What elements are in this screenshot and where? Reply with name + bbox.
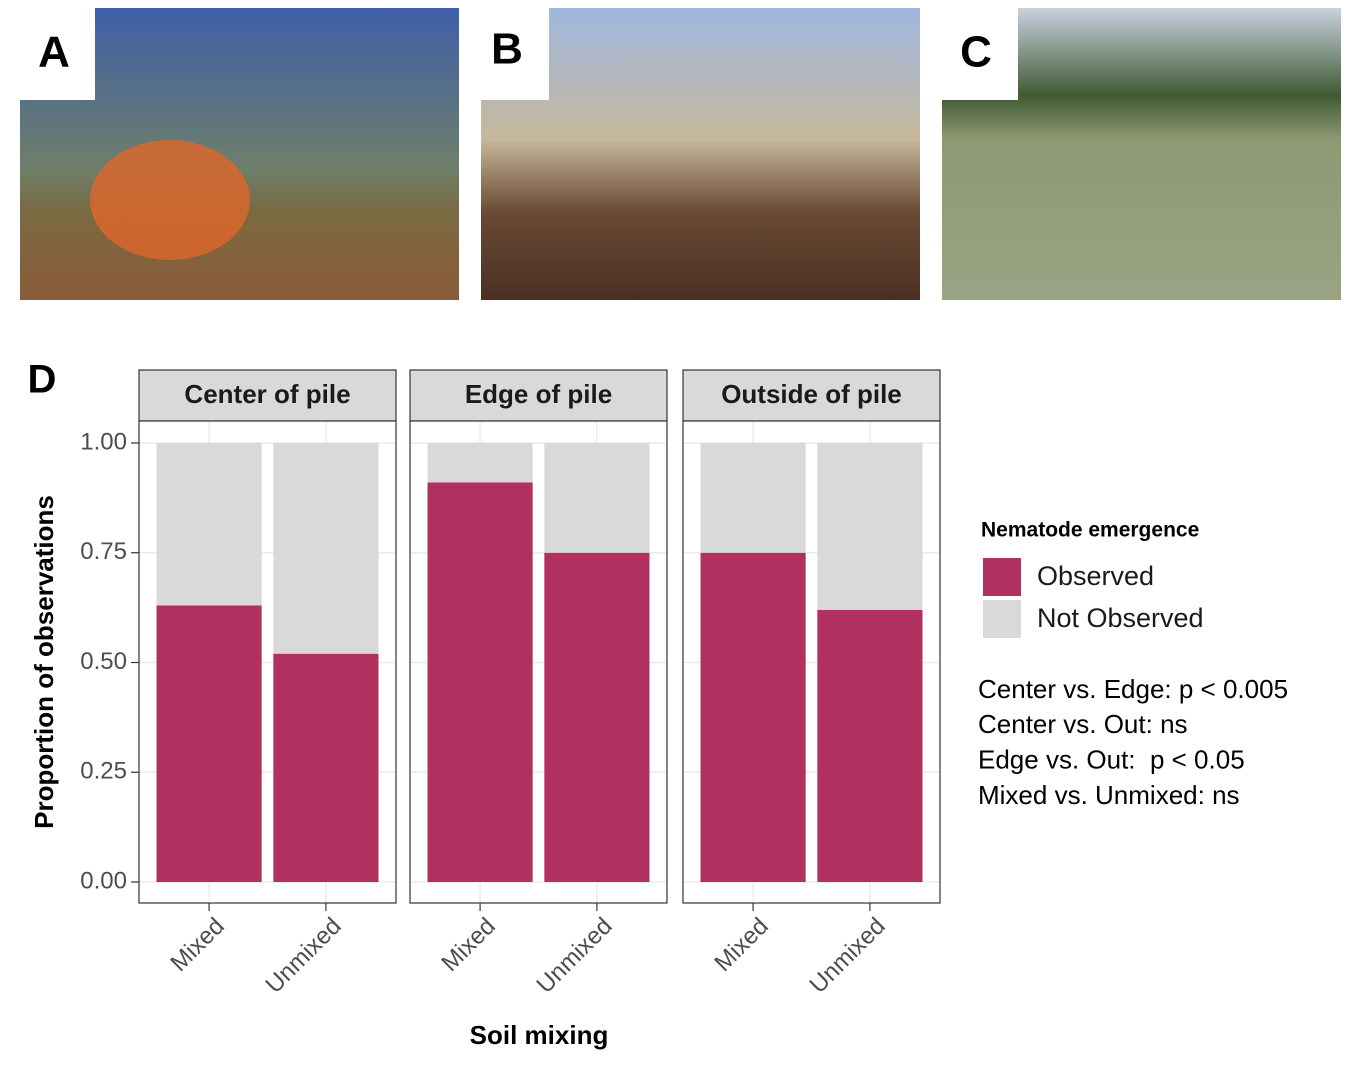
- panel-label: B: [491, 25, 523, 74]
- bar: [817, 609, 923, 882]
- panel-border: [409, 420, 668, 904]
- annotation: Center vs. Edge: p < 0.005: [978, 674, 1288, 704]
- x-tick-label: Unmixed: [805, 913, 891, 999]
- legend-key: [983, 600, 1021, 638]
- bar: [273, 653, 379, 882]
- photo-label-box: [20, 8, 95, 100]
- bar: [427, 443, 533, 483]
- bar: [700, 552, 806, 882]
- legend-title: Nematode emergence: [981, 519, 1199, 542]
- panel-border: [682, 420, 941, 904]
- y-tick-label: 0.75: [80, 538, 127, 565]
- strip: [682, 369, 941, 422]
- x-tick-label: Mixed: [165, 913, 229, 977]
- panel-label: A: [38, 28, 70, 77]
- x-tick-label: Unmixed: [261, 913, 347, 999]
- facet-title: Center of pile: [184, 379, 350, 409]
- bar: [156, 605, 262, 882]
- legend-label: Observed: [1037, 561, 1154, 591]
- annotation: Center vs. Out: ns: [978, 709, 1188, 739]
- legend-label: Not Observed: [1037, 603, 1204, 633]
- strip: [138, 369, 397, 422]
- annotation: Edge vs. Out: p < 0.05: [978, 744, 1245, 774]
- bar: [156, 443, 262, 606]
- panel-label: C: [960, 28, 992, 77]
- photo: [481, 8, 920, 300]
- bar: [273, 443, 379, 654]
- photo-label-box: [481, 8, 549, 100]
- y-tick-label: 0.00: [80, 867, 127, 894]
- x-tick-label: Unmixed: [532, 913, 618, 999]
- y-tick-label: 0.25: [80, 758, 127, 785]
- y-axis-title: Proportion of observations: [29, 495, 59, 829]
- y-tick-label: 1.00: [80, 428, 127, 455]
- x-axis-title: Soil mixing: [470, 1020, 609, 1050]
- bar: [544, 443, 650, 553]
- legend-key: [983, 558, 1021, 596]
- strip: [409, 369, 668, 422]
- annotation: Mixed vs. Unmixed: ns: [978, 780, 1240, 810]
- facet-title: Outside of pile: [721, 379, 902, 409]
- x-tick-label: Mixed: [436, 913, 500, 977]
- bar: [700, 443, 806, 553]
- facet-title: Edge of pile: [465, 379, 612, 409]
- bar: [817, 443, 923, 610]
- panel-label: D: [28, 358, 57, 402]
- y-tick-label: 0.50: [80, 648, 127, 675]
- photo-detail: [90, 140, 250, 260]
- x-tick-label: Mixed: [709, 913, 773, 977]
- bar: [544, 552, 650, 882]
- photo-label-box: [942, 8, 1018, 100]
- bar: [427, 482, 533, 882]
